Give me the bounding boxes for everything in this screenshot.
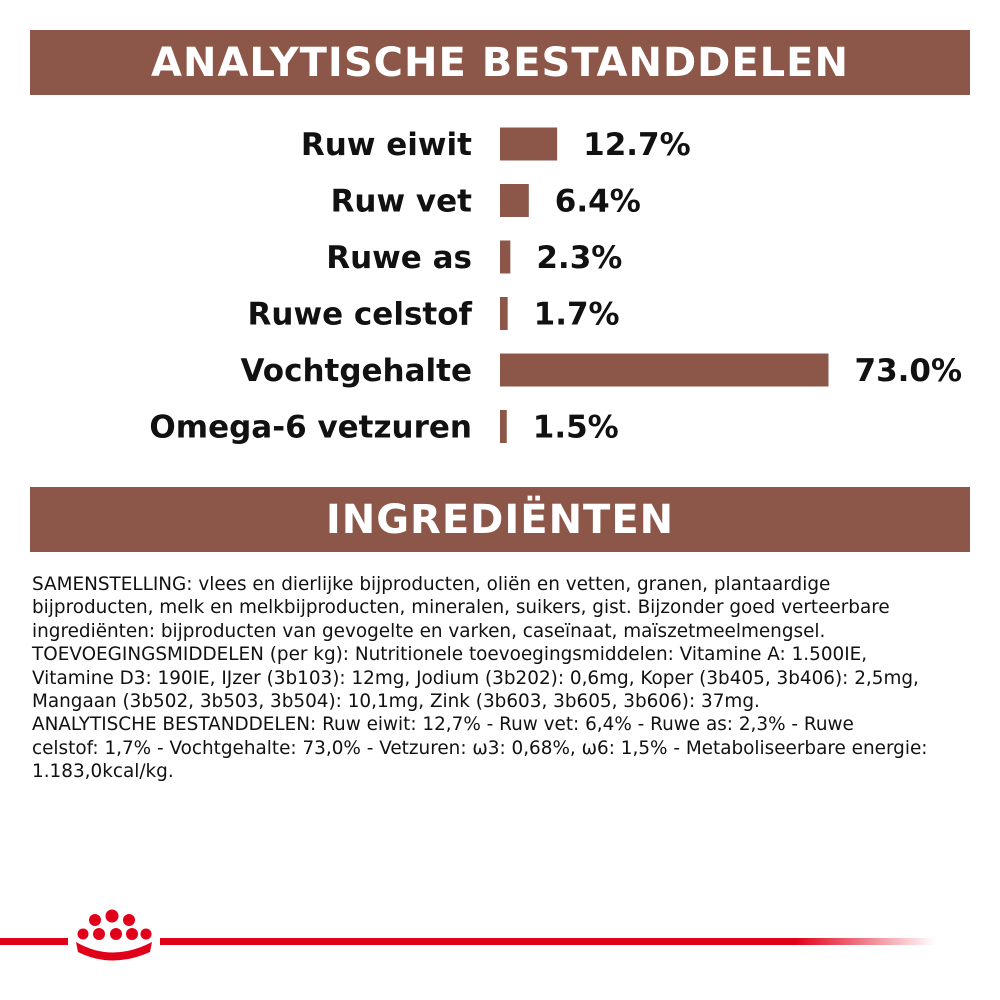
analytic-title-text: ANALYTISCHE BESTANDDELEN — [151, 39, 849, 86]
ingredients-line: Mangaan (3b502, 3b503, 3b504): 10,1mg, Z… — [32, 691, 760, 713]
footer-brand-bar — [0, 909, 935, 961]
bar — [500, 410, 507, 443]
value-label: 12.7% — [583, 127, 691, 163]
crown-icon — [76, 909, 152, 961]
value-label: 2.3% — [536, 240, 622, 276]
category-label: Ruwe as — [326, 240, 472, 276]
footer-stripe-left — [0, 938, 68, 945]
bar — [500, 127, 558, 161]
category-label: Ruw vet — [331, 184, 473, 220]
value-label: 73.0% — [855, 353, 963, 389]
ingredients-line: 1.183,0kcal/kg. — [32, 761, 174, 783]
value-label: 6.4% — [555, 184, 641, 220]
ingredients-line: ANALYTISCHE BESTANDDELEN: Ruw eiwit: 12,… — [32, 714, 854, 736]
category-label: Omega-6 vetzuren — [149, 410, 472, 446]
bar — [500, 297, 508, 330]
bar — [500, 353, 829, 387]
ingredients-line: celstof: 1,7% - Vochtgehalte: 73,0% - Ve… — [32, 737, 928, 759]
value-label: 1.5% — [533, 410, 619, 446]
ingredients-line: SAMENSTELLING: vlees en dierlijke bijpro… — [32, 574, 831, 595]
value-label: 1.7% — [534, 297, 620, 333]
bar — [500, 240, 511, 274]
ingredients-line: bijproducten, melk en melkbijproducten, … — [32, 597, 890, 619]
category-label: Vochtgehalte — [240, 353, 472, 389]
ingredients-title-text: INGREDIËNTEN — [325, 496, 675, 543]
ingredients-line: Vitamine D3: 190IE, IJzer (3b103): 12mg,… — [32, 667, 919, 689]
ingredients-paragraph: SAMENSTELLING: vlees en dierlijke bijpro… — [32, 573, 967, 784]
analytic-section-title: ANALYTISCHE BESTANDDELEN — [30, 30, 970, 95]
category-label: Ruwe celstof — [248, 297, 473, 333]
ingredients-line: ingrediënten: bijproducten van gevogelte… — [32, 620, 826, 642]
category-label: Ruw eiwit — [301, 127, 472, 163]
bar — [500, 184, 529, 217]
ingredients-line: TOEVOEGINGSMIDDELEN (per kg): Nutritione… — [32, 644, 868, 666]
ingredients-section-title: INGREDIËNTEN — [30, 487, 970, 552]
nutrient-bar-chart: Ruw eiwit 12.7% Ruw vet 6.4% Ruwe as 2.3% Ruwe… — [149, 127, 963, 446]
footer-stripe-right — [160, 938, 935, 945]
